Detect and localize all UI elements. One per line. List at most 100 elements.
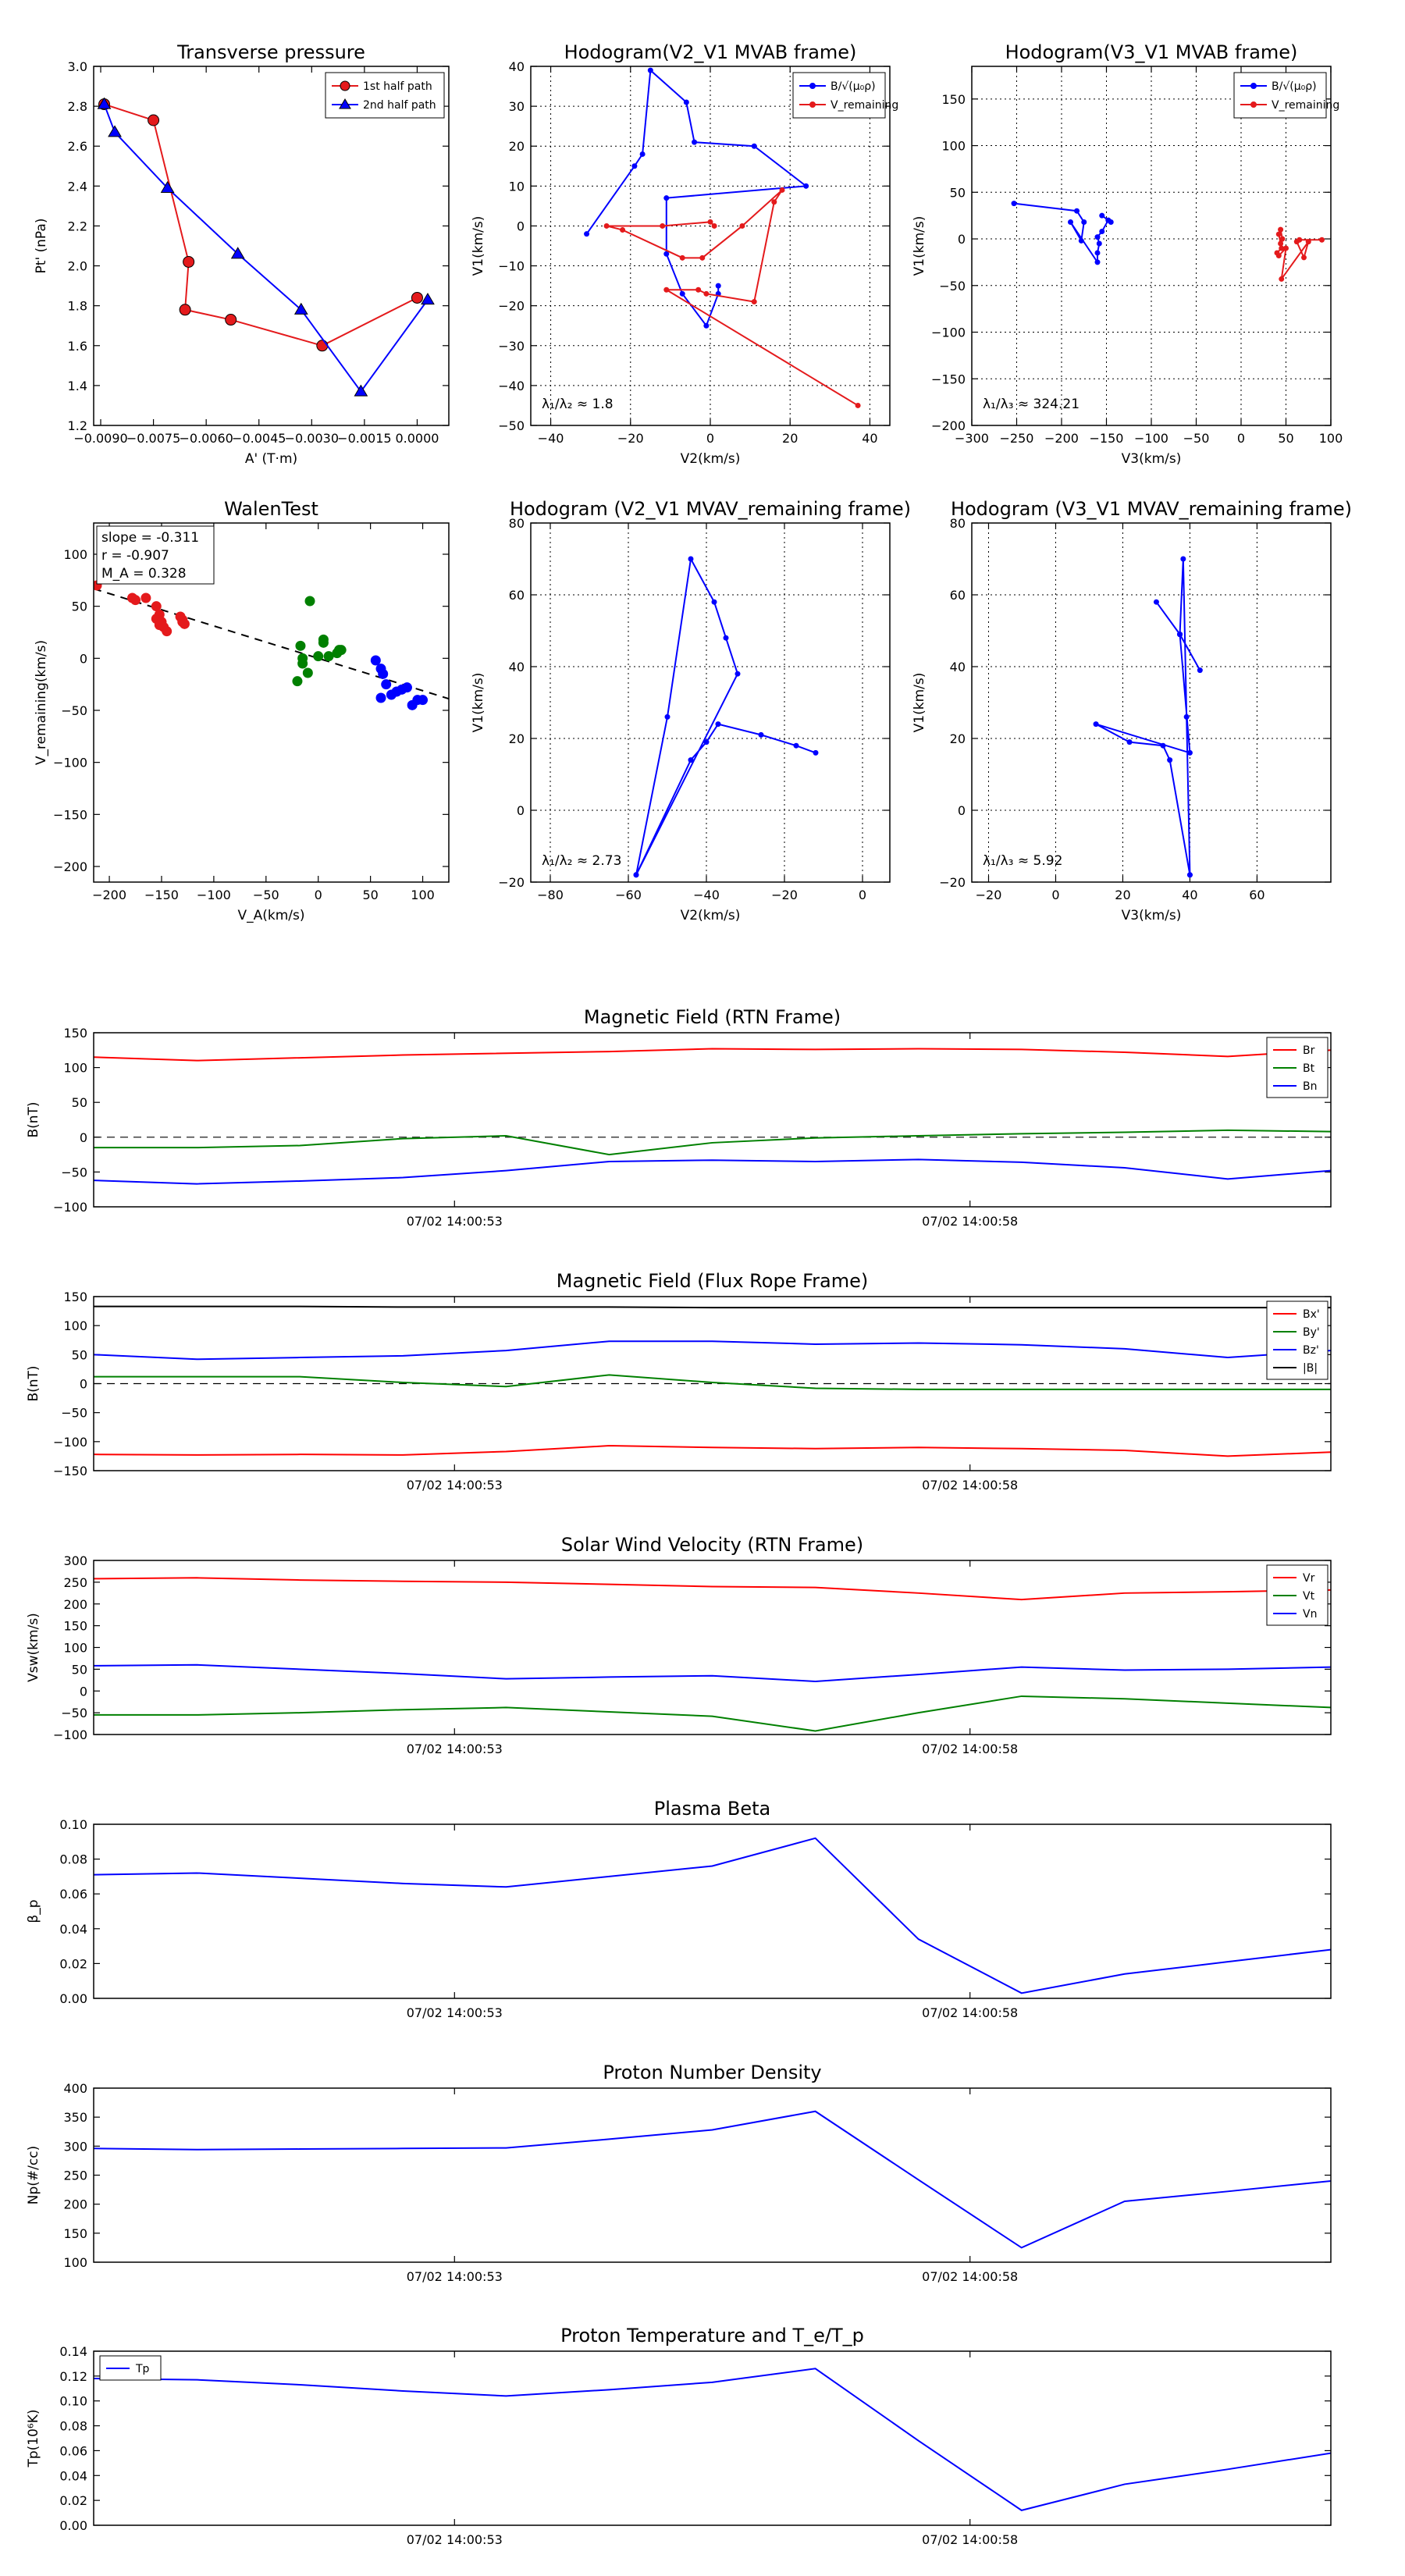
data-point bbox=[1319, 237, 1325, 243]
x-tick-label: 07/02 14:00:53 bbox=[407, 1214, 503, 1229]
data-point bbox=[381, 679, 392, 690]
y-tick-label: 0.10 bbox=[59, 2394, 87, 2409]
chart-title: Hodogram (V3_V1 MVAV_remaining frame) bbox=[951, 498, 1352, 520]
data-point bbox=[304, 596, 315, 607]
x-tick-label: 0 bbox=[706, 431, 714, 446]
y-tick-label: 0.02 bbox=[59, 1956, 87, 1971]
y-tick-label: 0.04 bbox=[59, 1922, 87, 1937]
y-tick-label: −50 bbox=[498, 418, 525, 433]
ratio-annotation: λ₁/λ₃ ≈ 5.92 bbox=[983, 853, 1062, 869]
y-tick-label: 150 bbox=[63, 1290, 87, 1304]
stats-r: r = -0.907 bbox=[101, 548, 169, 564]
data-point bbox=[793, 742, 799, 749]
plot-frame bbox=[93, 1560, 1332, 1735]
series-line-beta bbox=[94, 1837, 1331, 1994]
y-tick-label: 100 bbox=[63, 1318, 87, 1333]
data-point bbox=[1096, 240, 1102, 247]
fit-line bbox=[94, 588, 449, 700]
y-tick-label: 150 bbox=[941, 92, 966, 107]
y-tick-label: −150 bbox=[931, 372, 966, 386]
data-point bbox=[1126, 739, 1133, 745]
data-point bbox=[779, 187, 785, 193]
chart-title: WalenTest bbox=[224, 498, 318, 520]
series-line-Bz' bbox=[94, 1340, 1331, 1361]
plot-frame bbox=[530, 522, 891, 883]
data-point bbox=[603, 222, 610, 229]
legend-marker bbox=[1250, 83, 1257, 89]
x-tick-label: −150 bbox=[1090, 431, 1124, 446]
y-tick-label: 0 bbox=[80, 1130, 87, 1145]
x-axis-label: V3(km/s) bbox=[1122, 908, 1182, 923]
plot-area bbox=[97, 97, 435, 397]
data-point bbox=[1099, 212, 1105, 219]
chart-hodo_v2v1_mvab: −40 −20 0 20 40 −50 −40 −30 −20 −10 0 10 20 30 40 Hodog… bbox=[471, 41, 898, 467]
y-tick-label: 30 bbox=[509, 99, 525, 114]
plot-frame bbox=[93, 1032, 1332, 1208]
data-point bbox=[1293, 239, 1300, 245]
series-line-Bx' bbox=[94, 1445, 1331, 1457]
x-tick-label: 20 bbox=[1115, 888, 1130, 902]
y-tick-label: −100 bbox=[53, 1200, 87, 1215]
y-tick-label: −40 bbox=[498, 379, 525, 393]
legend-label: Bt bbox=[1303, 1062, 1315, 1075]
y-axis-label: V1(km/s) bbox=[912, 216, 927, 276]
y-tick-label: 50 bbox=[72, 1662, 87, 1677]
y-tick-label: 50 bbox=[72, 1347, 87, 1362]
chart-title: Solar Wind Velocity (RTN Frame) bbox=[561, 1534, 863, 1556]
data-point bbox=[97, 97, 112, 109]
data-point bbox=[318, 637, 329, 648]
data-point bbox=[130, 595, 141, 606]
y-tick-label: 300 bbox=[63, 1553, 87, 1568]
ratio-annotation: λ₁/λ₂ ≈ 2.73 bbox=[542, 853, 621, 869]
stats-slope: slope = -0.311 bbox=[101, 530, 199, 546]
y-tick-label: 100 bbox=[941, 139, 966, 154]
series-line-2nd half path bbox=[103, 104, 429, 393]
y-tick-label: −150 bbox=[53, 1464, 87, 1478]
y-tick-label: 300 bbox=[63, 2139, 87, 2154]
data-point bbox=[633, 872, 639, 878]
chart-title: Transverse pressure bbox=[176, 41, 365, 63]
x-tick-label: 07/02 14:00:58 bbox=[922, 2269, 1018, 2284]
data-point bbox=[401, 682, 412, 693]
data-point bbox=[370, 655, 381, 666]
ratio-annotation: λ₁/λ₂ ≈ 1.8 bbox=[542, 397, 614, 412]
data-point bbox=[715, 721, 721, 728]
plot-area bbox=[94, 1837, 1331, 1994]
x-axis-label: A' (T·m) bbox=[245, 451, 297, 467]
x-tick-label: 100 bbox=[1319, 431, 1343, 446]
y-tick-label: 2.8 bbox=[68, 99, 87, 114]
chart-np: Proton Number Density 100 150 200 250 300 350 4… bbox=[26, 2062, 1332, 2284]
y-tick-label: 0 bbox=[80, 651, 87, 666]
data-point bbox=[1279, 236, 1286, 242]
legend-label: B/√(μ₀ρ) bbox=[1272, 80, 1317, 93]
legend-label: Vr bbox=[1303, 1572, 1315, 1585]
y-tick-label: 0 bbox=[80, 1684, 87, 1699]
y-axis-label: Pt' (nPa) bbox=[34, 219, 49, 274]
y-tick-label: 0 bbox=[517, 803, 525, 818]
y-axis-label: β_p bbox=[26, 1899, 41, 1923]
y-tick-label: 40 bbox=[509, 59, 525, 74]
data-point bbox=[584, 231, 590, 237]
y-tick-label: 200 bbox=[63, 2197, 87, 2212]
legend-label: B/√(μ₀ρ) bbox=[831, 80, 876, 93]
data-point bbox=[639, 151, 646, 157]
x-tick-label: 60 bbox=[1249, 888, 1264, 902]
y-tick-label: 20 bbox=[950, 731, 966, 746]
y-tick-label: −10 bbox=[498, 259, 525, 274]
x-axis-label: V2(km/s) bbox=[681, 451, 741, 467]
y-axis-label: V_remaining(km/s) bbox=[34, 640, 49, 765]
chart-title: Plasma Beta bbox=[654, 1798, 770, 1820]
plot-area bbox=[94, 1577, 1331, 1732]
plot-frame bbox=[93, 66, 450, 426]
x-tick-label: 07/02 14:00:53 bbox=[407, 1742, 503, 1756]
y-tick-label: 150 bbox=[63, 1026, 87, 1041]
data-point bbox=[1279, 276, 1285, 282]
y-tick-label: 1.2 bbox=[68, 418, 87, 433]
data-point bbox=[813, 749, 819, 756]
chart-title: Hodogram(V3_V1 MVAB frame) bbox=[1005, 41, 1298, 63]
plot-frame bbox=[971, 522, 1332, 883]
y-tick-label: 40 bbox=[509, 660, 525, 674]
plot-frame bbox=[93, 522, 450, 883]
y-tick-label: 200 bbox=[63, 1597, 87, 1612]
data-point bbox=[664, 713, 670, 720]
